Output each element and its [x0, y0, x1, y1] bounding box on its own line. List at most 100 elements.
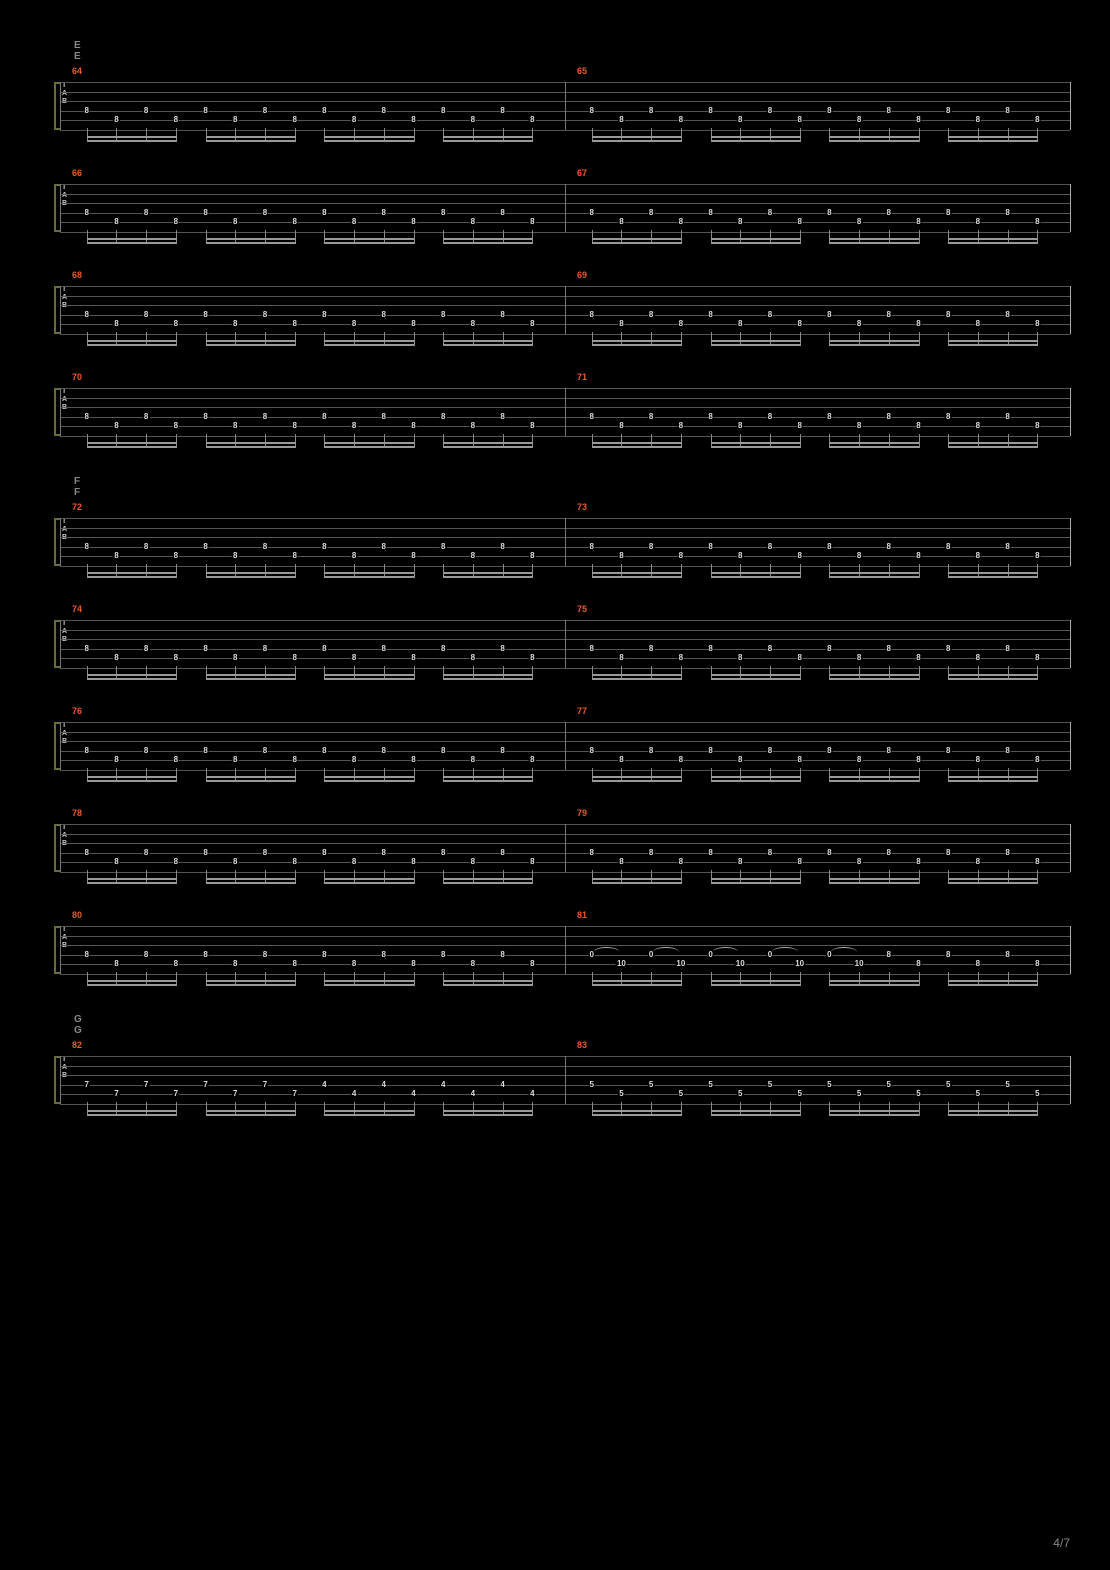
tie	[653, 947, 679, 952]
fret-number: 8	[945, 107, 951, 115]
fret-number: 5	[915, 1090, 921, 1098]
measure-number: 82	[72, 1040, 82, 1050]
fret-number: 8	[678, 218, 684, 226]
fret-number: 8	[173, 218, 179, 226]
fret-number: 8	[351, 422, 357, 430]
fret-number: 8	[499, 209, 505, 217]
fret-number: 8	[262, 951, 268, 959]
fret-number: 7	[173, 1090, 179, 1098]
staff-row: TAB727388888888888888888888888888888888	[30, 504, 1080, 578]
fret-number: 8	[737, 858, 743, 866]
fret-number: 8	[410, 858, 416, 866]
section-label: G	[74, 1025, 1080, 1036]
fret-number: 8	[84, 107, 90, 115]
fret-number: 8	[915, 960, 921, 968]
fret-number: 8	[737, 552, 743, 560]
fret-number: 8	[84, 543, 90, 551]
fret-number: 8	[1004, 645, 1010, 653]
fret-number: 8	[945, 849, 951, 857]
fret-number: 8	[410, 654, 416, 662]
measure-number: 64	[72, 66, 82, 76]
fret-number: 8	[262, 645, 268, 653]
fret-number: 8	[84, 951, 90, 959]
fret-number: 8	[470, 116, 476, 124]
section-label: G	[74, 1014, 1080, 1025]
fret-number: 8	[84, 645, 90, 653]
fret-number: 8	[529, 858, 535, 866]
tie	[772, 947, 798, 952]
fret-number: 8	[440, 107, 446, 115]
fret-number: 8	[589, 747, 595, 755]
fret-number: 8	[1034, 552, 1040, 560]
fret-number: 8	[321, 543, 327, 551]
fret-number: 8	[767, 543, 773, 551]
fret-number: 8	[975, 960, 981, 968]
fret-number: 8	[291, 960, 297, 968]
tie	[831, 947, 857, 952]
fret-number: 8	[321, 413, 327, 421]
fret-number: 7	[84, 1081, 90, 1089]
fret-number: 8	[915, 858, 921, 866]
staff-row: TAB646588888888888888888888888888888888	[30, 68, 1080, 142]
fret-number: 8	[856, 654, 862, 662]
fret-number: 8	[678, 858, 684, 866]
fret-number: 8	[886, 849, 892, 857]
fret-number: 8	[915, 116, 921, 124]
fret-number: 8	[351, 320, 357, 328]
staff: TAB646588888888888888888888888888888888	[60, 68, 1070, 142]
notes-layer: 8888888888888888010010010010010888888	[60, 926, 1070, 974]
fret-number: 8	[886, 413, 892, 421]
fret-number: 8	[648, 849, 654, 857]
fret-number: 8	[707, 209, 713, 217]
fret-number: 8	[291, 654, 297, 662]
fret-number: 8	[381, 107, 387, 115]
fret-number: 8	[826, 849, 832, 857]
fret-number: 5	[707, 1081, 713, 1089]
fret-number: 8	[262, 543, 268, 551]
fret-number: 8	[173, 858, 179, 866]
fret-number: 8	[143, 645, 149, 653]
fret-number: 8	[232, 422, 238, 430]
fret-number: 8	[499, 413, 505, 421]
fret-number: 8	[232, 116, 238, 124]
fret-number: 0	[826, 951, 832, 959]
fret-number: 8	[84, 413, 90, 421]
fret-number: 8	[915, 756, 921, 764]
fret-number: 8	[1034, 756, 1040, 764]
fret-number: 8	[737, 116, 743, 124]
fret-number: 8	[232, 654, 238, 662]
fret-number: 8	[529, 756, 535, 764]
fret-number: 7	[291, 1090, 297, 1098]
fret-number: 8	[915, 654, 921, 662]
fret-number: 0	[648, 951, 654, 959]
tab-page: EETAB64658888888888888888888888888888888…	[0, 0, 1110, 1174]
fret-number: 8	[1004, 311, 1010, 319]
staff-row: TAB767788888888888888888888888888888888	[30, 708, 1080, 782]
fret-number: 8	[529, 116, 535, 124]
fret-number: 8	[232, 218, 238, 226]
beams-layer	[60, 232, 1070, 252]
fret-number: 8	[826, 107, 832, 115]
fret-number: 8	[113, 756, 119, 764]
fret-number: 8	[796, 654, 802, 662]
staff-row: TAB8081888888888888888801001001001001088…	[30, 912, 1080, 986]
fret-number: 8	[707, 311, 713, 319]
fret-number: 8	[529, 552, 535, 560]
fret-number: 8	[707, 849, 713, 857]
beams-layer	[60, 566, 1070, 586]
fret-number: 8	[856, 858, 862, 866]
fret-number: 8	[618, 654, 624, 662]
fret-number: 8	[618, 552, 624, 560]
fret-number: 8	[767, 107, 773, 115]
fret-number: 8	[856, 218, 862, 226]
fret-number: 0	[589, 951, 595, 959]
fret-number: 8	[470, 960, 476, 968]
fret-number: 8	[826, 413, 832, 421]
fret-number: 8	[1004, 107, 1010, 115]
section-label: E	[74, 40, 1080, 51]
fret-number: 8	[173, 320, 179, 328]
fret-number: 8	[618, 116, 624, 124]
fret-number: 8	[529, 960, 535, 968]
fret-number: 4	[351, 1090, 357, 1098]
fret-number: 8	[440, 413, 446, 421]
